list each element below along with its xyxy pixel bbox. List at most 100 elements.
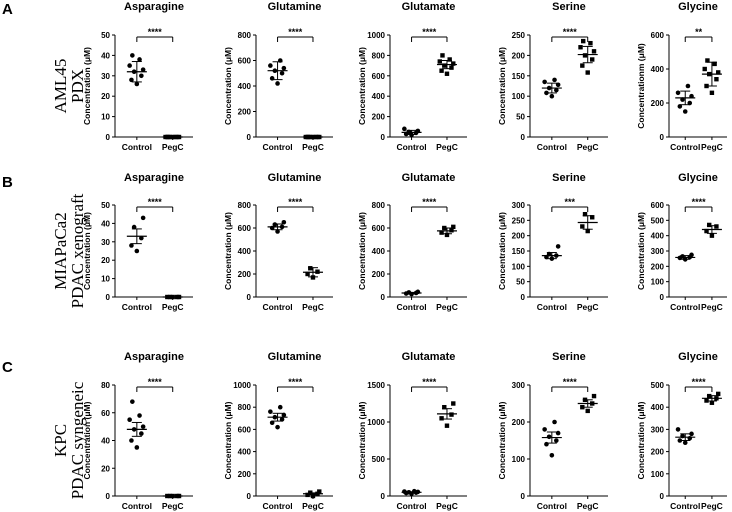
y-tick-label: 0	[660, 133, 665, 142]
significance-label: ****	[288, 377, 303, 387]
y-axis-label: Concentration (μM)	[82, 47, 92, 125]
data-point-pegc	[712, 61, 717, 67]
x-tick-label: PegC	[162, 142, 184, 152]
data-point-pegc	[709, 233, 715, 238]
chart-title: Glutamine	[268, 351, 322, 363]
data-point-control	[689, 252, 694, 258]
y-tick-label: 800	[372, 51, 386, 60]
chart-glycine: Glycine Concentrationm (μM) 0 200 400 600 Cont…	[636, 1, 727, 152]
panel-label: B	[2, 174, 13, 191]
chart-title: Glycine	[678, 351, 718, 363]
y-axis-label: Concentration (μM)	[497, 47, 507, 125]
chart-title: Glutamate	[402, 172, 456, 184]
data-point-control	[409, 132, 414, 138]
y-tick-label: 0	[247, 133, 252, 142]
y-tick-label: 800	[238, 31, 252, 40]
data-point-pegc	[305, 271, 310, 277]
y-tick-label: 100	[512, 92, 526, 101]
data-point-control	[139, 73, 144, 79]
x-tick-label: PegC	[701, 142, 723, 152]
data-point-pegc	[444, 423, 450, 428]
y-tick-label: 250	[512, 31, 526, 40]
y-tick-label: 10	[101, 113, 110, 122]
y-tick-label: 400	[372, 92, 386, 101]
data-point-control	[675, 427, 681, 432]
data-point-pegc	[451, 224, 456, 230]
x-tick-label: Control	[262, 142, 292, 152]
x-tick-label: Control	[122, 501, 152, 511]
data-point-pegc	[305, 492, 310, 498]
y-tick-label: 400	[372, 247, 386, 256]
y-tick-label: 40	[101, 219, 110, 228]
data-point-control	[140, 424, 146, 429]
y-tick-label: 100	[512, 455, 526, 464]
y-axis-label: Concentration (μM)	[636, 401, 646, 479]
x-tick-label: PegC	[436, 142, 458, 152]
y-tick-label: 600	[238, 224, 252, 233]
x-tick-label: Control	[122, 302, 152, 312]
row-label-line: AML45	[51, 59, 70, 114]
data-point-control	[139, 431, 144, 436]
data-point-pegc	[582, 53, 588, 58]
y-tick-label: 0	[106, 492, 111, 501]
data-point-pegc	[591, 393, 597, 399]
y-axis-label: Concentration (μM)	[357, 212, 367, 290]
data-point-pegc	[439, 68, 444, 73]
data-point-control	[552, 419, 557, 425]
data-point-pegc	[714, 224, 719, 229]
y-tick-label: 40	[101, 51, 110, 60]
y-tick-label: 0	[660, 492, 665, 501]
y-tick-label: 600	[651, 201, 665, 210]
data-point-pegc	[580, 224, 585, 229]
significance-label: ****	[422, 377, 437, 387]
chart-title: Glutamine	[268, 172, 322, 184]
data-point-pegc	[449, 65, 454, 70]
y-tick-label: 30	[101, 72, 110, 81]
x-tick-label: PegC	[577, 501, 599, 511]
y-axis-label: Concentration (μM)	[223, 401, 233, 479]
data-point-pegc	[437, 59, 442, 64]
chart-asparagine: Asparagine Concentration (μM) 0 20 40 60 80 Con…	[82, 351, 193, 511]
significance-label: ***	[565, 197, 576, 207]
y-tick-label: 200	[238, 108, 252, 117]
data-point-pegc	[585, 408, 590, 414]
chart-asparagine: Asparagine Concentration (μM) 0 10 20 30 40 50 C…	[82, 1, 193, 152]
data-point-control	[129, 243, 134, 248]
data-point-control	[402, 126, 407, 132]
x-tick-label: PegC	[302, 302, 324, 312]
x-tick-label: PegC	[701, 302, 723, 312]
y-tick-label: 50	[101, 201, 110, 210]
y-tick-label: 30	[101, 238, 110, 247]
data-point-control	[687, 100, 693, 106]
significance-label: ****	[422, 197, 437, 207]
row-label-line: PDAC xenograft	[68, 193, 87, 308]
significance-label: ****	[148, 197, 163, 207]
y-axis-label: Concentrationm (μM)	[636, 43, 646, 129]
data-point-pegc	[442, 405, 447, 410]
row-label-line: PDX	[68, 69, 87, 103]
chart-title: Asparagine	[124, 351, 184, 363]
y-tick-label: 0	[381, 492, 386, 501]
y-tick-label: 0	[106, 133, 111, 142]
panel-label: A	[2, 1, 13, 18]
y-tick-label: 200	[651, 262, 665, 271]
data-point-control	[682, 109, 688, 114]
y-axis-label: Concentration (μM)	[82, 401, 92, 479]
data-point-control	[555, 430, 561, 436]
data-point-control	[542, 427, 547, 432]
x-tick-label: Control	[396, 501, 426, 511]
x-tick-label: PegC	[701, 501, 723, 511]
data-point-control	[685, 83, 691, 89]
chart-title: Serine	[552, 1, 586, 13]
data-point-pegc	[444, 232, 450, 238]
data-point-pegc	[317, 489, 322, 494]
chart-title: Asparagine	[124, 1, 184, 13]
data-point-pegc	[585, 228, 590, 234]
x-tick-label: Control	[537, 302, 567, 312]
chart-glutamine: Glutamine Concentration (μM) 0 200 400 600 800…	[223, 351, 333, 511]
data-point-control	[402, 489, 407, 494]
y-axis-label: Concentration (μM)	[223, 212, 233, 290]
data-point-pegc	[704, 83, 709, 89]
y-tick-label: 200	[238, 270, 252, 279]
